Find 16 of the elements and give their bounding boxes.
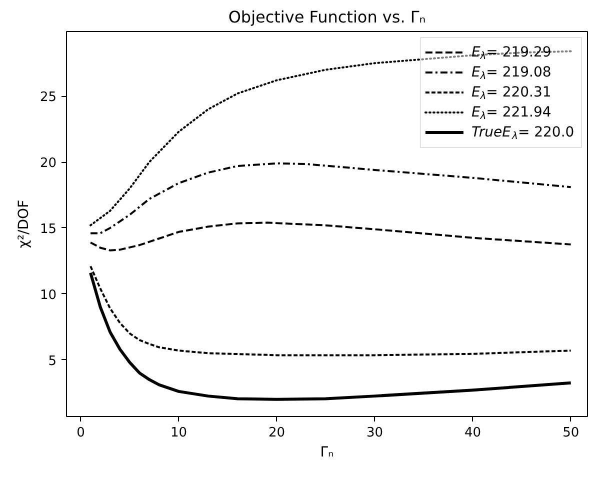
- x-tick-label: 50: [562, 426, 580, 440]
- x-axis-title: Γₙ: [320, 444, 334, 460]
- y-tick-label: 25: [40, 90, 57, 106]
- x-tick-label: 10: [170, 426, 188, 440]
- x-tick-label: 40: [464, 426, 482, 440]
- chart-title: Objective Function vs. Γₙ: [228, 8, 426, 26]
- x-tick-label: 0: [76, 426, 85, 440]
- y-tick-label: 20: [40, 156, 57, 172]
- x-tick-label: 30: [366, 426, 384, 440]
- x-tick-label: 20: [268, 426, 286, 440]
- y-tick-label: 15: [40, 222, 57, 237]
- y-axis-title: χ²/DOF: [16, 200, 32, 248]
- line-series: [90, 162, 572, 234]
- y-tick-label: 10: [40, 288, 57, 303]
- y-tick-label: 5: [48, 354, 57, 369]
- line-series: [90, 222, 572, 252]
